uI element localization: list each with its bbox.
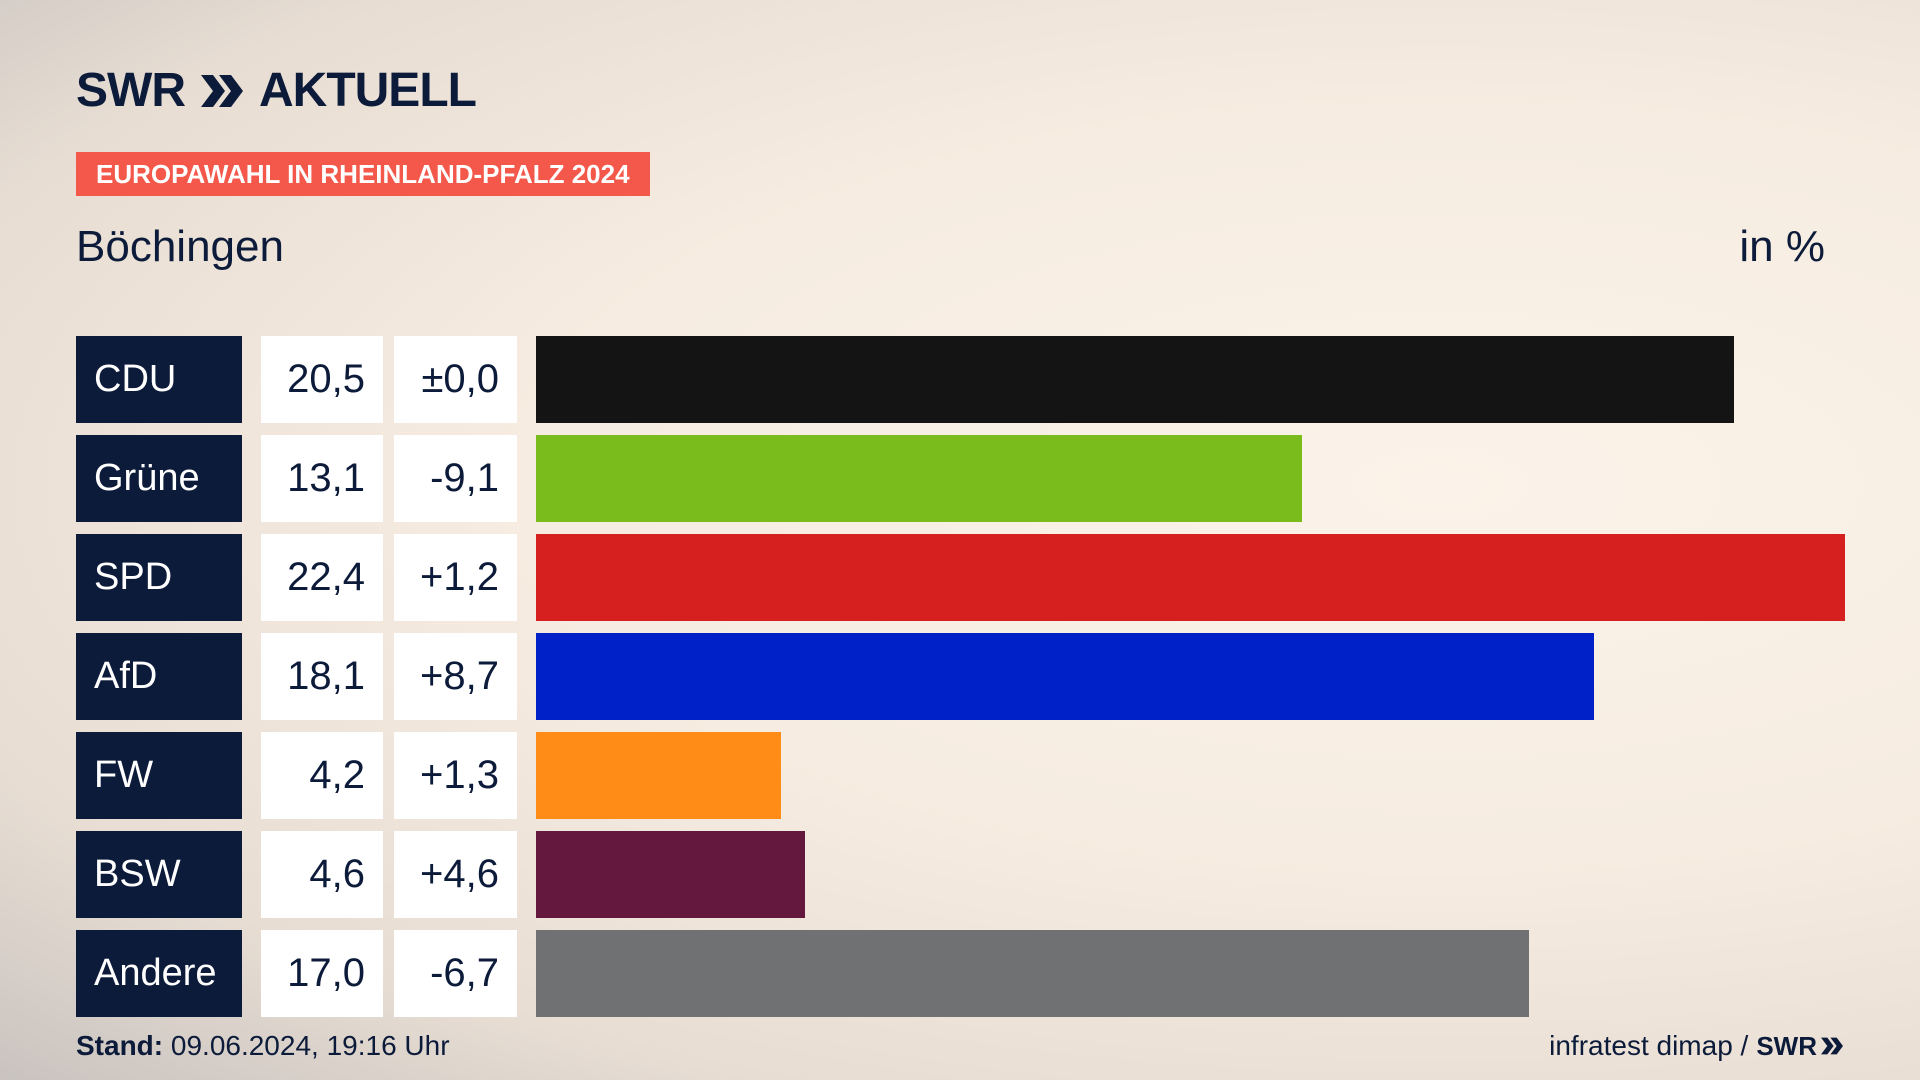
result-row: Andere 17,0 -6,7 (0, 930, 1920, 1017)
result-bar (536, 435, 1302, 522)
timestamp: Stand: 09.06.2024, 19:16 Uhr (76, 1030, 450, 1062)
vote-change-value: +4,6 (394, 831, 517, 918)
vote-change-value: ±0,0 (394, 336, 517, 423)
result-bar (536, 930, 1529, 1017)
party-label: FW (76, 732, 242, 819)
vote-change-value: +8,7 (394, 633, 517, 720)
source-credit: infratest dimap / SWR (1549, 1030, 1844, 1062)
source-text: infratest dimap / (1549, 1030, 1749, 1061)
party-label: AfD (76, 633, 242, 720)
vote-share-value: 22,4 (261, 534, 383, 621)
swr-small-logo: SWR (1756, 1031, 1844, 1062)
vote-change-value: +1,3 (394, 732, 517, 819)
vote-share-value: 4,6 (261, 831, 383, 918)
result-row: FW 4,2 +1,3 (0, 732, 1920, 819)
result-row: SPD 22,4 +1,2 (0, 534, 1920, 621)
party-label: CDU (76, 336, 242, 423)
party-label: Andere (76, 930, 242, 1017)
result-row: BSW 4,6 +4,6 (0, 831, 1920, 918)
party-label: SPD (76, 534, 242, 621)
party-label: BSW (76, 831, 242, 918)
result-bar (536, 633, 1594, 720)
election-banner: EUROPAWAHL IN RHEINLAND-PFALZ 2024 (76, 152, 650, 196)
result-bar (536, 831, 805, 918)
double-chevron-icon (1821, 1037, 1843, 1055)
double-chevron-icon (200, 75, 243, 107)
stand-label: Stand: (76, 1030, 164, 1061)
logo-product: AKTUELL (258, 64, 477, 117)
result-row: AfD 18,1 +8,7 (0, 633, 1920, 720)
place-title: Böchingen (76, 222, 284, 271)
small-logo-text: SWR (1756, 1030, 1817, 1061)
swr-aktuell-logo: SWR AKTUELL (76, 64, 477, 117)
result-bar (536, 534, 1845, 621)
vote-share-value: 4,2 (261, 732, 383, 819)
vote-share-value: 13,1 (261, 435, 383, 522)
unit-label: in % (1739, 222, 1825, 271)
vote-share-value: 20,5 (261, 336, 383, 423)
vote-change-value: -6,7 (394, 930, 517, 1017)
stand-value: 09.06.2024, 19:16 Uhr (170, 1030, 450, 1061)
party-label: Grüne (76, 435, 242, 522)
result-bar (536, 732, 781, 819)
result-bar (536, 336, 1734, 423)
result-row: CDU 20,5 ±0,0 (0, 336, 1920, 423)
vote-change-value: +1,2 (394, 534, 517, 621)
vote-share-value: 18,1 (261, 633, 383, 720)
vote-share-value: 17,0 (261, 930, 383, 1017)
vote-change-value: -9,1 (394, 435, 517, 522)
logo-brand: SWR (76, 64, 186, 117)
result-row: Grüne 13,1 -9,1 (0, 435, 1920, 522)
